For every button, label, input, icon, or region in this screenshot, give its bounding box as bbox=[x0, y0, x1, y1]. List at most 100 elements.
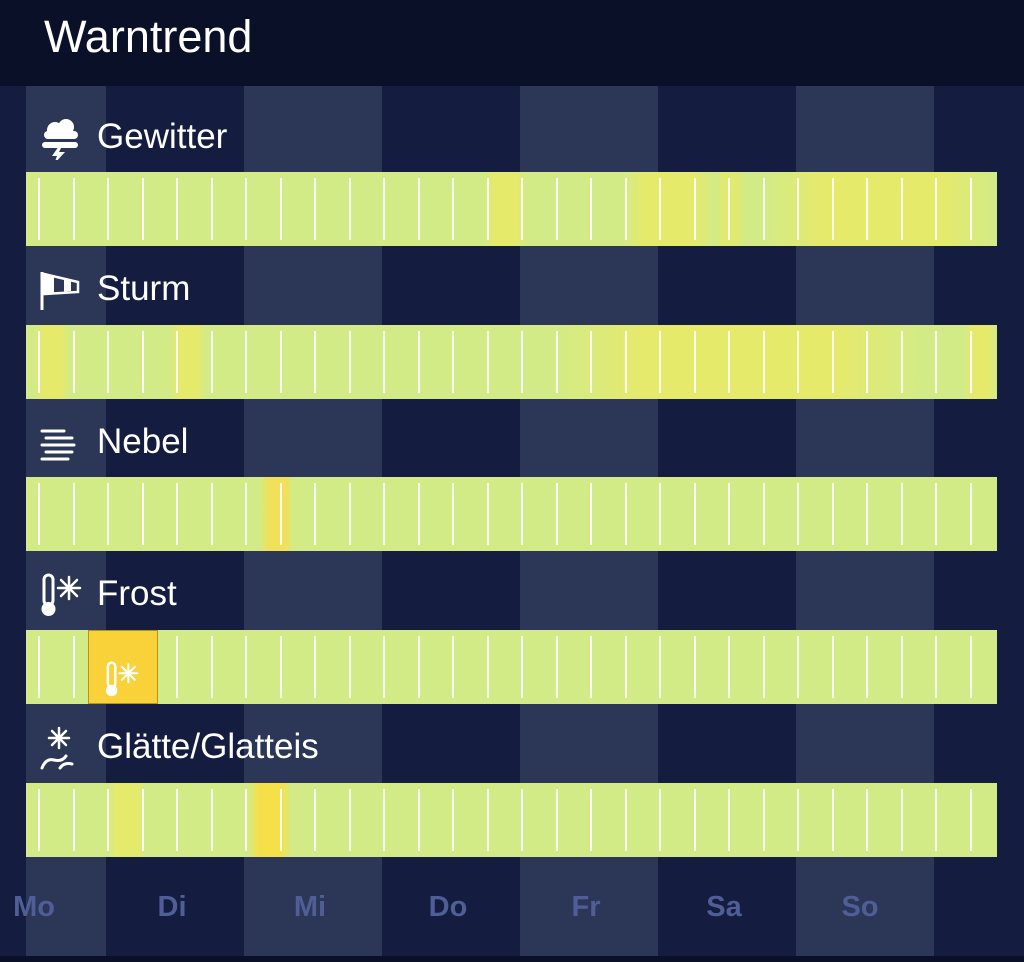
time-tick bbox=[763, 483, 765, 545]
time-tick bbox=[728, 331, 730, 393]
time-tick bbox=[556, 789, 558, 851]
time-tick bbox=[245, 331, 247, 393]
time-tick bbox=[625, 636, 627, 698]
time-tick bbox=[832, 331, 834, 393]
time-tick bbox=[694, 483, 696, 545]
time-tick bbox=[418, 331, 420, 393]
time-tick bbox=[970, 483, 972, 545]
time-tick bbox=[556, 483, 558, 545]
time-tick bbox=[38, 789, 40, 851]
time-tick bbox=[314, 178, 316, 240]
warning-level-segment bbox=[34, 325, 70, 399]
time-tick bbox=[590, 636, 592, 698]
time-tick bbox=[38, 483, 40, 545]
time-tick bbox=[797, 178, 799, 240]
warning-timeline-band[interactable] bbox=[26, 783, 997, 857]
time-tick bbox=[452, 636, 454, 698]
header-bar: Warntrend bbox=[0, 0, 1024, 86]
time-tick bbox=[383, 789, 385, 851]
time-tick bbox=[142, 483, 144, 545]
time-tick bbox=[349, 483, 351, 545]
time-tick bbox=[176, 483, 178, 545]
time-tick bbox=[280, 483, 282, 545]
warning-level-segment bbox=[964, 325, 997, 399]
day-label: Fr bbox=[571, 891, 601, 923]
time-tick bbox=[521, 331, 523, 393]
time-tick bbox=[487, 483, 489, 545]
time-tick bbox=[935, 483, 937, 545]
warning-level-segment bbox=[248, 783, 292, 857]
time-tick bbox=[866, 178, 868, 240]
time-tick bbox=[73, 483, 75, 545]
time-tick bbox=[935, 178, 937, 240]
time-tick bbox=[556, 178, 558, 240]
time-tick bbox=[935, 636, 937, 698]
time-tick bbox=[659, 331, 661, 393]
time-tick bbox=[901, 331, 903, 393]
time-tick bbox=[418, 483, 420, 545]
warning-timeline-band[interactable] bbox=[26, 325, 997, 399]
time-tick bbox=[901, 483, 903, 545]
time-tick bbox=[487, 636, 489, 698]
time-tick bbox=[245, 178, 247, 240]
category-label: Glätte/Glatteis bbox=[97, 727, 319, 766]
time-tick bbox=[832, 789, 834, 851]
warning-timeline-band[interactable] bbox=[26, 630, 997, 704]
time-tick bbox=[832, 636, 834, 698]
time-tick bbox=[797, 483, 799, 545]
time-tick bbox=[935, 789, 937, 851]
time-tick bbox=[556, 636, 558, 698]
time-tick bbox=[625, 789, 627, 851]
time-tick bbox=[38, 636, 40, 698]
page-title: Warntrend bbox=[44, 11, 253, 62]
day-label: So bbox=[841, 891, 879, 923]
time-tick bbox=[349, 331, 351, 393]
warning-level-segment bbox=[766, 172, 997, 246]
time-tick bbox=[901, 789, 903, 851]
time-tick bbox=[349, 636, 351, 698]
time-tick bbox=[280, 636, 282, 698]
warning-timeline-band[interactable] bbox=[26, 477, 997, 551]
category-label: Gewitter bbox=[97, 117, 228, 156]
time-tick bbox=[763, 789, 765, 851]
warning-level-segment bbox=[552, 325, 926, 399]
category-label: Nebel bbox=[97, 422, 189, 461]
time-tick bbox=[314, 789, 316, 851]
time-tick bbox=[176, 636, 178, 698]
time-tick bbox=[73, 789, 75, 851]
time-tick bbox=[383, 331, 385, 393]
frost-warning-marker[interactable] bbox=[88, 630, 158, 704]
time-tick bbox=[521, 636, 523, 698]
time-tick bbox=[832, 483, 834, 545]
time-tick bbox=[728, 636, 730, 698]
windsock-icon bbox=[38, 268, 82, 312]
time-tick bbox=[452, 331, 454, 393]
time-tick bbox=[38, 331, 40, 393]
thunderstorm-icon bbox=[38, 116, 82, 164]
time-tick bbox=[763, 636, 765, 698]
time-tick bbox=[280, 789, 282, 851]
time-tick bbox=[866, 331, 868, 393]
time-tick bbox=[245, 789, 247, 851]
time-tick bbox=[487, 331, 489, 393]
time-tick bbox=[211, 178, 213, 240]
time-tick bbox=[73, 331, 75, 393]
time-tick bbox=[521, 483, 523, 545]
time-tick bbox=[280, 178, 282, 240]
frost-icon bbox=[38, 573, 82, 617]
frost-icon bbox=[103, 661, 139, 702]
day-label: Do bbox=[428, 891, 468, 923]
time-tick bbox=[73, 636, 75, 698]
day-label: Mi bbox=[293, 891, 327, 923]
time-tick bbox=[659, 636, 661, 698]
category-label: Sturm bbox=[97, 269, 191, 308]
black-ice-icon bbox=[38, 726, 82, 770]
time-tick bbox=[487, 789, 489, 851]
warning-timeline-band[interactable] bbox=[26, 172, 997, 246]
time-tick bbox=[556, 331, 558, 393]
time-tick bbox=[590, 178, 592, 240]
bottom-edge bbox=[0, 956, 1024, 962]
time-tick bbox=[901, 178, 903, 240]
time-tick bbox=[280, 331, 282, 393]
time-tick bbox=[349, 789, 351, 851]
